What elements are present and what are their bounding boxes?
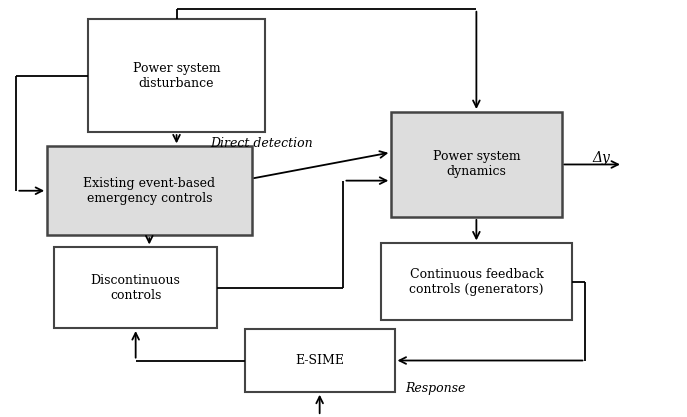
- Text: Continuous feedback
controls (generators): Continuous feedback controls (generators…: [409, 268, 543, 296]
- Text: Δy: Δy: [592, 151, 610, 166]
- Bar: [88, 19, 265, 132]
- Text: Direct detection: Direct detection: [211, 137, 313, 150]
- Text: Power system
disturbance: Power system disturbance: [133, 62, 221, 90]
- Bar: [381, 243, 572, 320]
- Text: Power system
dynamics: Power system dynamics: [433, 151, 520, 178]
- Text: Existing event-based
emergency controls: Existing event-based emergency controls: [83, 177, 215, 205]
- Bar: [54, 247, 217, 328]
- Bar: [391, 112, 561, 217]
- Bar: [47, 146, 251, 235]
- Text: Discontinuous
controls: Discontinuous controls: [91, 274, 181, 302]
- Text: E-SIME: E-SIME: [295, 354, 344, 367]
- Text: Response: Response: [405, 382, 466, 394]
- Bar: [245, 329, 394, 392]
